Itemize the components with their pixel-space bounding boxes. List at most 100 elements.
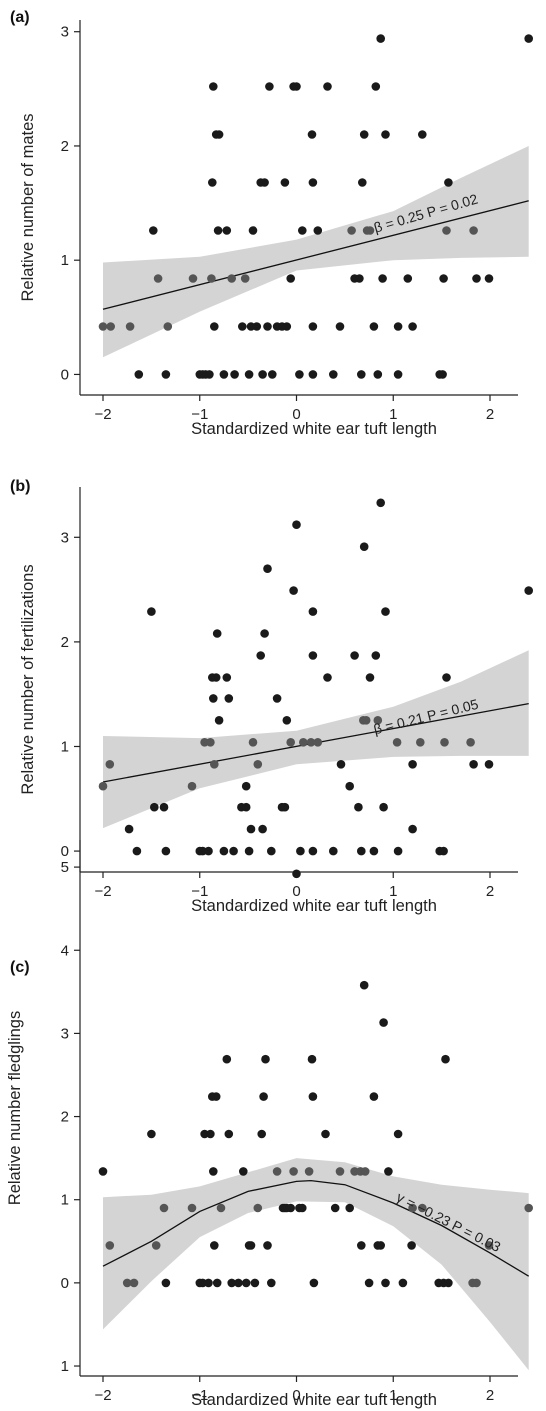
data-point [361,716,371,725]
data-point [268,370,277,379]
data-point [360,1167,370,1176]
data-point [357,846,366,856]
panel-c: −2 −1 0 1 2 1 0 1 2 3 4 5 Standardized white ear tuf… [6,840,533,1409]
data-point [298,226,307,235]
panel-a: −2 −1 0 1 2 0 1 2 3 Standardized white ear tuft l… [10,9,533,438]
data-point [105,760,115,769]
data-point [150,802,159,812]
data-point [188,274,198,283]
data-point [472,1278,481,1288]
data-point [524,34,533,43]
data-point [246,824,256,834]
data-point [222,1054,232,1064]
data-point [371,651,381,660]
data-point [444,178,453,187]
data-point [484,1241,494,1250]
data-point [379,802,388,812]
data-point [381,130,390,139]
x-tick-label: 0 [292,406,300,423]
data-point [335,322,345,331]
data-point [213,226,223,235]
data-point [418,130,427,139]
data-point [253,1203,263,1213]
data-point [358,178,367,187]
data-point [335,1167,345,1176]
panel-label: (a) [10,9,30,26]
data-point [272,1167,282,1176]
data-point [105,1241,115,1250]
panel-label: (c) [10,959,30,976]
data-point [219,370,229,379]
data-point [292,82,301,91]
data-point [122,1278,132,1288]
data-point [393,322,403,331]
data-point [345,1203,355,1213]
data-point [379,1018,388,1027]
data-point [307,1054,317,1064]
data-point [289,1167,298,1176]
data-point [267,846,276,856]
data-point [106,322,115,331]
data-point [132,846,142,856]
data-point [252,322,262,331]
data-point [272,694,282,703]
data-point [295,370,304,379]
y-tick-label: 2 [61,138,69,155]
data-point [398,1278,408,1288]
data-point [444,1278,453,1288]
data-point [304,1167,314,1176]
data-point [161,1278,171,1288]
data-point [238,322,247,331]
x-tick-label: 1 [389,883,397,900]
data-point [416,738,425,747]
data-point [214,130,224,139]
data-point [308,1092,318,1101]
data-point [253,760,263,769]
x-tick-label: 1 [389,1387,397,1404]
data-point [323,673,332,682]
data-point [280,178,290,187]
data-point [393,846,403,856]
y-tick-label: 1 [61,1192,69,1209]
x-tick-label: 0 [292,883,300,900]
x-tick-label: 1 [389,406,397,423]
y-tick-label: 3 [61,1025,69,1042]
data-point [209,694,218,703]
data-point [241,802,251,812]
y-tick-label: 2 [61,634,69,651]
data-point [222,673,232,682]
data-point [205,370,214,379]
data-point [313,226,323,235]
data-point [267,1278,276,1288]
data-point [206,1129,215,1139]
y-tick-label: 1 [61,738,69,755]
fit-line [102,1179,530,1277]
data-point [306,738,316,747]
y-tick-label: 0 [61,843,69,860]
y-tick-label: 4 [61,942,69,959]
data-point [336,760,346,769]
data-point [408,824,417,834]
x-axis-label: Standardized white ear tuft length [191,420,437,438]
data-point [263,1241,272,1250]
data-point [373,370,383,379]
data-point [204,846,213,856]
data-point [258,370,267,379]
data-point [308,178,318,187]
panel-b: −2 −1 0 1 2 0 1 2 3 Standardized white ear tuft l… [10,478,533,915]
x-tick-label: −2 [94,1387,111,1404]
y-tick-label: 1 [61,1358,69,1375]
data-point [214,716,224,725]
data-point [376,498,386,508]
data-point [286,738,296,747]
data-point [381,607,390,616]
data-point [161,846,171,856]
data-point [329,846,338,856]
data-point [212,1278,222,1288]
data-point [438,370,447,379]
data-point [224,1129,234,1139]
data-point [393,1129,403,1139]
data-point [187,1203,197,1213]
data-point [439,846,448,856]
data-point [376,1241,386,1250]
